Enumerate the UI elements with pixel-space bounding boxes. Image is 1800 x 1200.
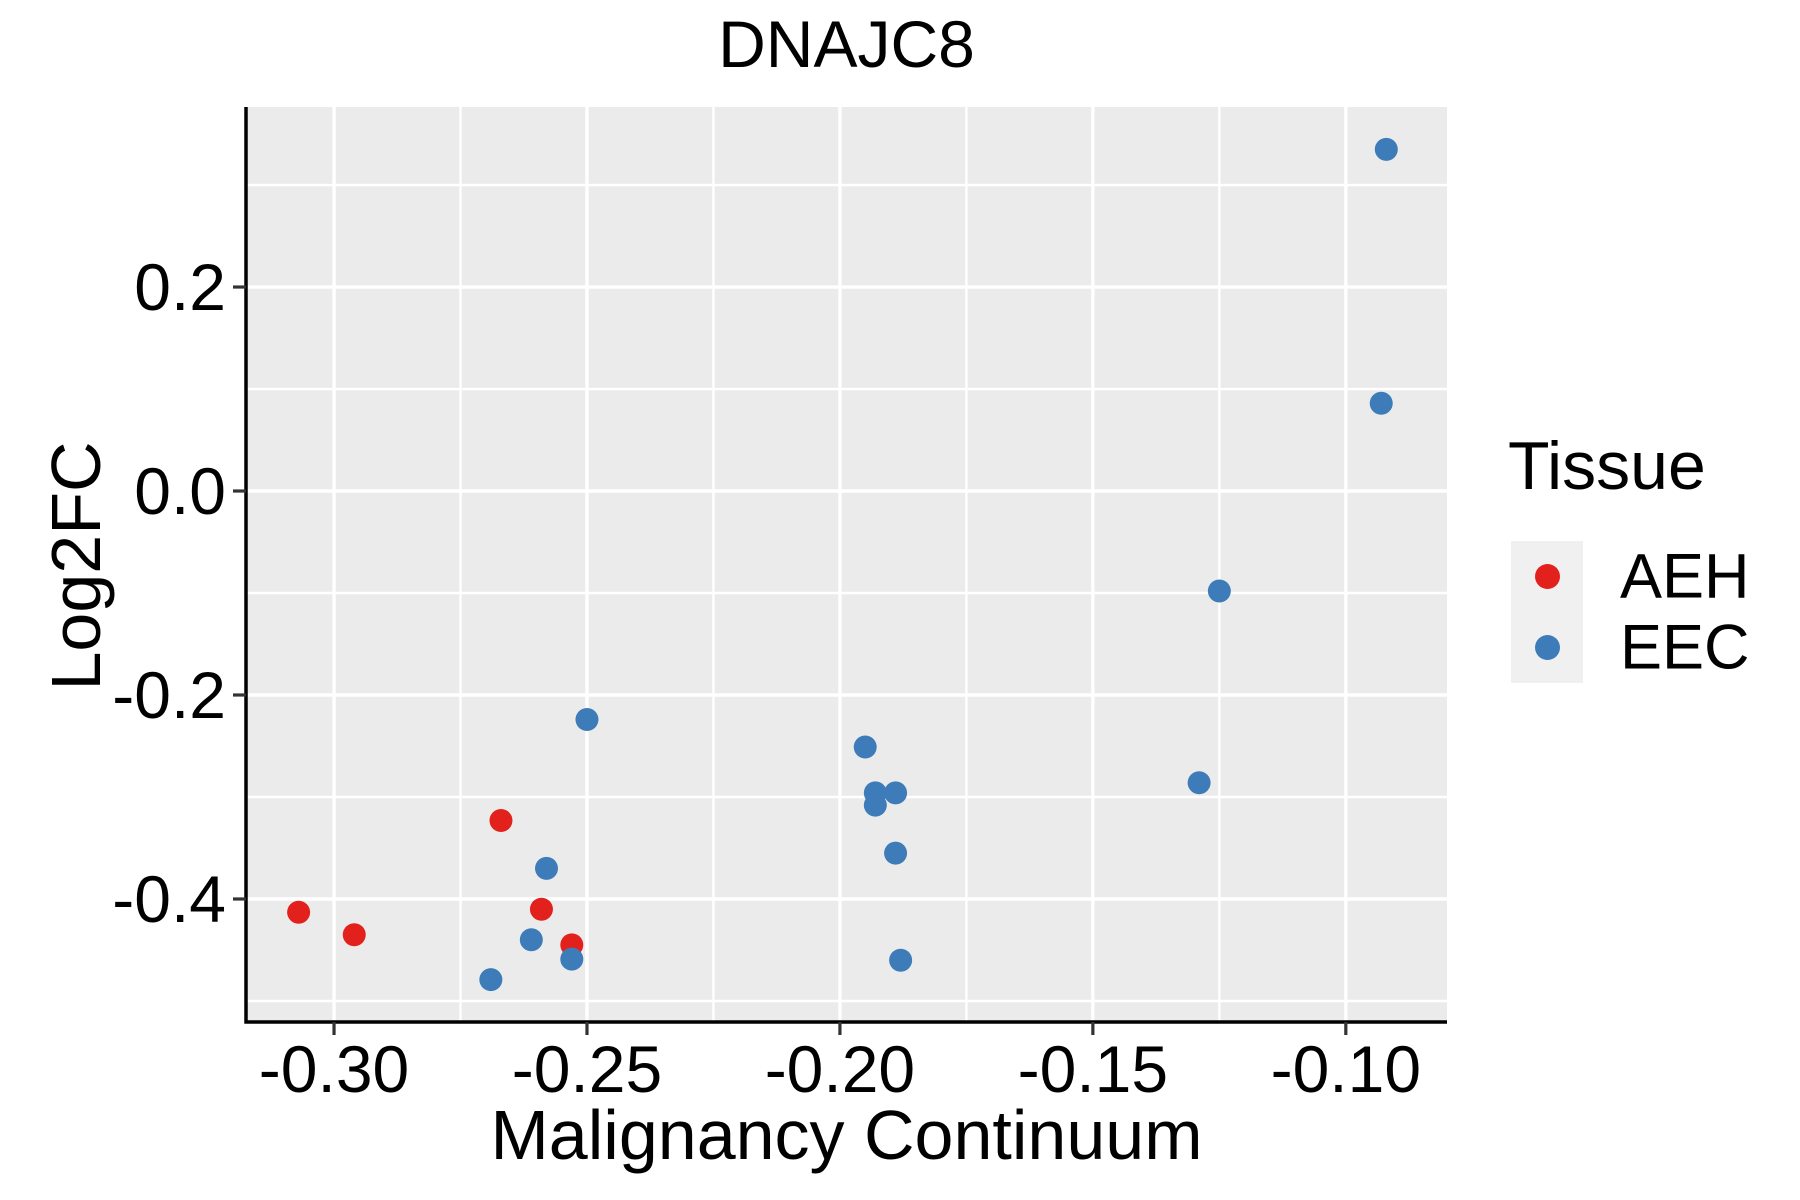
- data-point-eec: [535, 856, 559, 880]
- x-tick-label: -0.25: [511, 1032, 663, 1106]
- x-axis-title: Malignancy Continuum: [490, 1096, 1203, 1174]
- data-point-aeh: [287, 900, 311, 924]
- data-point-eec: [1207, 579, 1231, 603]
- data-point-eec: [889, 948, 913, 972]
- y-tick-label: -0.4: [112, 861, 226, 936]
- plot-title: DNAJC8: [718, 7, 975, 81]
- x-tick-label: -0.15: [1017, 1032, 1169, 1106]
- data-point-eec: [884, 781, 908, 805]
- y-axis-title: Log2FC: [37, 441, 115, 691]
- y-tick-label: 0.0: [134, 454, 226, 528]
- data-point-aeh: [529, 897, 553, 921]
- data-point-aeh: [342, 923, 366, 947]
- data-point-eec: [1187, 771, 1211, 795]
- data-point-eec: [560, 947, 584, 971]
- data-point-eec: [1374, 137, 1398, 161]
- data-point-aeh: [489, 808, 513, 832]
- x-tick-label: -0.30: [258, 1032, 410, 1106]
- data-point-eec: [853, 735, 877, 759]
- data-point-eec: [1369, 391, 1393, 415]
- data-point-eec: [863, 793, 887, 817]
- x-tick-label: -0.20: [764, 1032, 916, 1106]
- data-point-eec: [519, 928, 543, 952]
- y-tick-label: 0.2: [134, 250, 226, 325]
- y-tick-label: -0.2: [112, 658, 226, 732]
- x-tick-label: -0.10: [1270, 1032, 1422, 1106]
- data-point-eec: [884, 841, 908, 865]
- plot-panel: [246, 107, 1447, 1022]
- data-point-eec: [575, 707, 599, 731]
- data-point-eec: [479, 968, 503, 992]
